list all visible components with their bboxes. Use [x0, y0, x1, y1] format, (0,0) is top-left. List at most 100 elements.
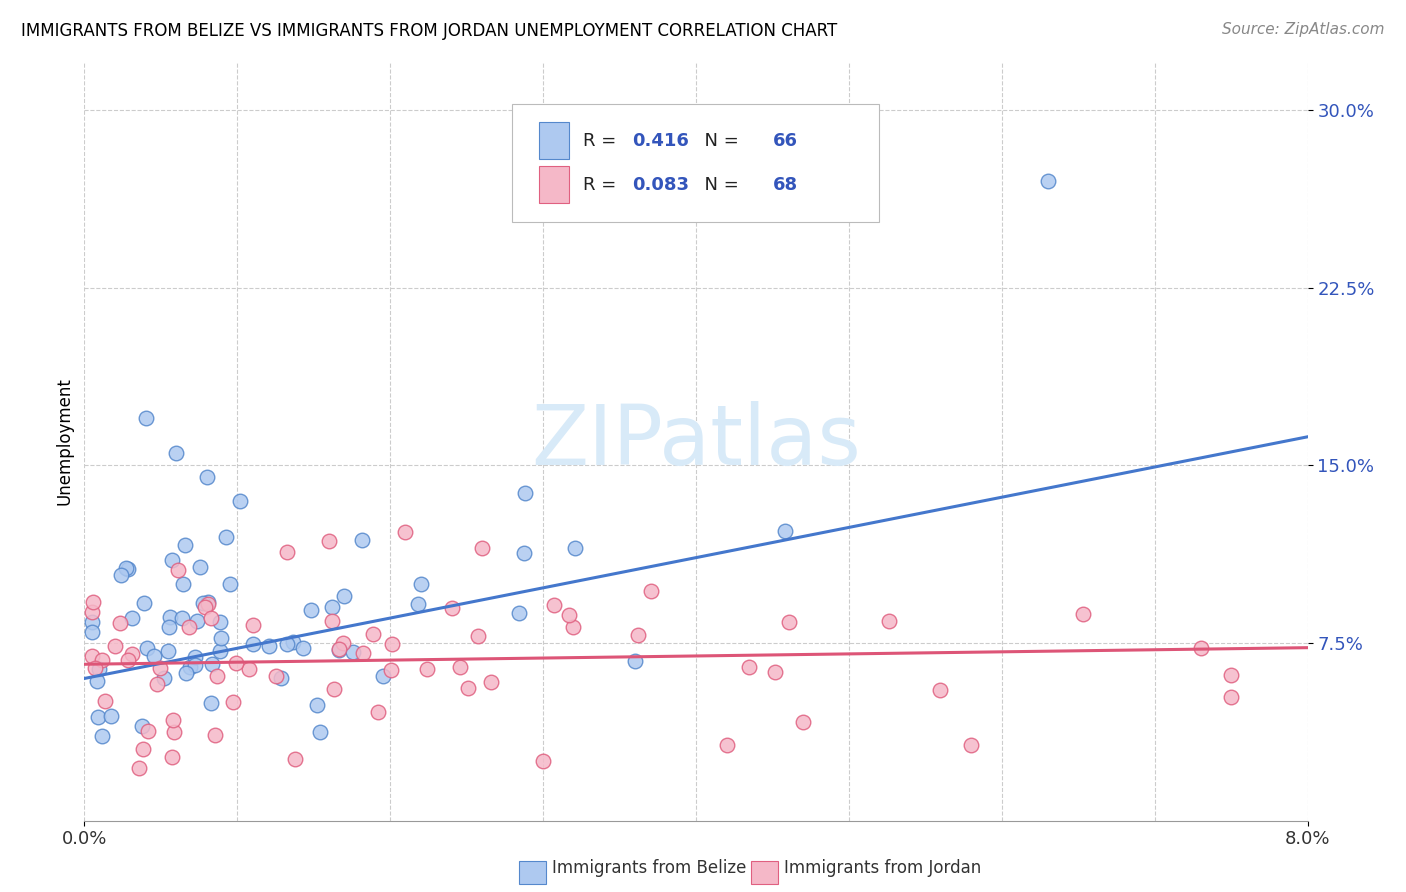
Point — [367, 706, 389, 720]
Point — [197, 595, 219, 609]
Point — [172, 577, 194, 591]
Point — [441, 601, 464, 615]
Point — [104, 639, 127, 653]
Point — [479, 674, 502, 689]
Point — [100, 709, 122, 723]
Point — [200, 696, 222, 710]
Point — [87, 662, 110, 676]
Point — [93, 694, 115, 708]
Point — [242, 618, 264, 632]
Point — [156, 643, 179, 657]
Point — [80, 615, 103, 629]
Point — [184, 650, 207, 665]
Point — [332, 636, 354, 650]
Point — [163, 725, 186, 739]
Point — [471, 541, 494, 556]
Point — [564, 541, 586, 555]
Point — [309, 725, 332, 739]
Point — [558, 607, 581, 622]
Point — [352, 533, 374, 547]
Point — [307, 698, 329, 713]
Point — [792, 714, 814, 729]
Point — [108, 616, 131, 631]
Point — [209, 644, 232, 658]
Point — [159, 610, 181, 624]
Point — [80, 605, 103, 619]
Text: R =: R = — [583, 177, 623, 194]
Point — [80, 624, 103, 639]
Point — [157, 620, 180, 634]
FancyBboxPatch shape — [540, 122, 568, 159]
Point — [172, 611, 194, 625]
Point — [142, 648, 165, 663]
Text: R =: R = — [583, 131, 623, 150]
Y-axis label: Unemployment: Unemployment — [55, 377, 73, 506]
Point — [86, 673, 108, 688]
Point — [333, 589, 356, 603]
Point — [110, 567, 132, 582]
Point — [960, 738, 983, 752]
Point — [229, 494, 252, 508]
Point — [132, 742, 155, 756]
Point — [562, 619, 585, 633]
Point — [363, 626, 385, 640]
Point — [117, 653, 139, 667]
Point — [763, 665, 786, 680]
Point — [225, 656, 247, 670]
Text: ZIPatlas: ZIPatlas — [531, 401, 860, 482]
Point — [929, 682, 952, 697]
Point — [321, 615, 343, 629]
Point — [162, 553, 184, 567]
Point — [513, 546, 536, 560]
Point — [179, 620, 201, 634]
Text: N =: N = — [693, 177, 745, 194]
Point — [215, 530, 238, 544]
Point — [117, 562, 139, 576]
Point — [457, 681, 479, 695]
Point — [467, 629, 489, 643]
Point — [174, 538, 197, 552]
Text: 66: 66 — [773, 131, 797, 150]
Point — [381, 637, 404, 651]
FancyBboxPatch shape — [751, 861, 778, 884]
Point — [508, 606, 530, 620]
Point — [84, 661, 107, 675]
Point — [197, 597, 219, 611]
Point — [778, 615, 800, 630]
Text: N =: N = — [693, 131, 745, 150]
Point — [115, 560, 138, 574]
Point — [416, 663, 439, 677]
Point — [328, 642, 350, 657]
Text: Immigrants from Belize: Immigrants from Belize — [551, 859, 747, 877]
Point — [380, 663, 402, 677]
Point — [321, 600, 343, 615]
Point — [515, 485, 537, 500]
Text: Immigrants from Jordan: Immigrants from Jordan — [785, 859, 981, 877]
Point — [195, 470, 218, 484]
Point — [176, 666, 198, 681]
Point — [318, 534, 340, 549]
Point — [121, 611, 143, 625]
Point — [165, 446, 187, 460]
Point — [201, 657, 224, 671]
Point — [80, 648, 103, 663]
Point — [406, 597, 429, 611]
Point — [394, 524, 416, 539]
Point — [146, 677, 169, 691]
Point — [166, 563, 188, 577]
Text: IMMIGRANTS FROM BELIZE VS IMMIGRANTS FROM JORDAN UNEMPLOYMENT CORRELATION CHART: IMMIGRANTS FROM BELIZE VS IMMIGRANTS FRO… — [21, 22, 838, 40]
Text: 0.416: 0.416 — [633, 131, 689, 150]
Point — [162, 713, 184, 727]
Point — [238, 662, 260, 676]
Point — [194, 600, 217, 615]
Point — [1189, 640, 1212, 655]
Point — [82, 595, 104, 609]
Point — [160, 750, 183, 764]
Point — [352, 646, 374, 660]
Point — [276, 545, 298, 559]
Point — [1036, 174, 1059, 188]
Point — [328, 643, 350, 657]
Point — [449, 660, 471, 674]
Point — [773, 524, 796, 539]
Point — [205, 669, 228, 683]
